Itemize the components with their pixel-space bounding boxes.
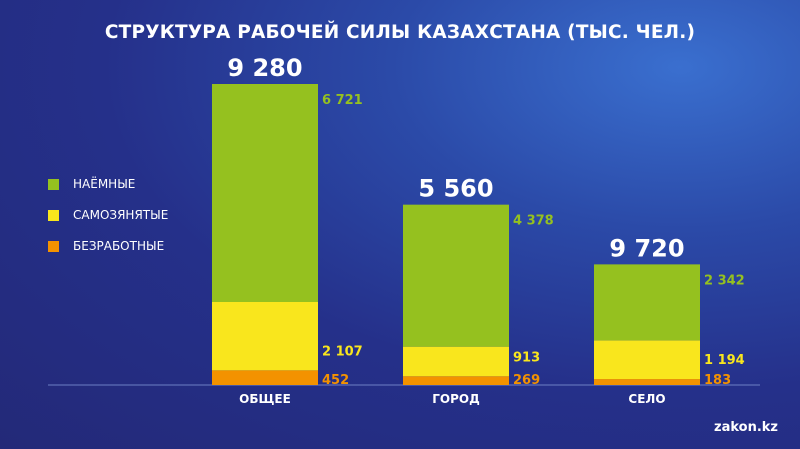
total-label: 9 280 [227,54,302,82]
data-label: 269 [513,373,540,388]
bar-segment [594,264,700,341]
chart-title: СТРУКТУРА РАБОЧЕЙ СИЛЫ КАЗАХСТАНА (ТЫС. … [104,22,696,43]
brand-logo: zakon.kz [714,420,778,435]
legend-swatch [48,178,59,190]
legend-label: БЕЗРАБОТНЫЕ [73,239,165,253]
bar-segment [403,346,509,377]
data-label: 452 [322,373,349,388]
data-label: 4 378 [513,214,554,229]
data-label: 1 194 [704,353,745,368]
category-label: ОБЩЕЕ [239,392,291,406]
total-label: 9 720 [609,234,684,262]
data-label: 2 342 [704,273,745,288]
bar-segment [212,84,318,302]
bar-segment [403,204,509,347]
total-label: 5 560 [418,175,493,203]
data-label: 6 721 [322,93,363,108]
data-label: 2 107 [322,344,363,359]
legend-swatch [48,209,59,221]
legend-item-unemployed: БЕЗРАБОТНЫЕ [48,239,164,253]
legend-label: НАЁМНЫЕ [73,177,136,191]
data-label: 913 [513,350,540,365]
legend-item-selfemployed: САМОЗЯНЯТЫЕ [48,208,168,222]
legend-label: САМОЗЯНЯТЫЕ [73,208,169,222]
bar-segment [403,376,509,385]
bar-segment [212,370,318,385]
bar-segment [594,379,700,385]
bar-segment [594,340,700,380]
data-label: 183 [704,373,731,388]
category-label: ГОРОД [432,392,480,406]
bar-segment [212,301,318,371]
legend-item-hired: НАЁМНЫЕ [48,177,135,191]
legend-swatch [48,240,59,252]
category-label: СЕЛО [628,392,665,406]
